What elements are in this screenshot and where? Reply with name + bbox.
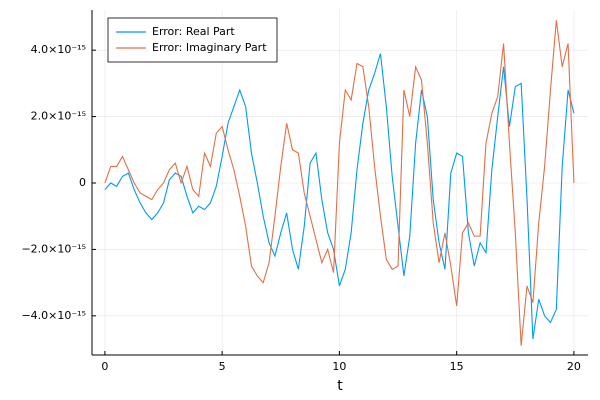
y-tick-label: 4.0×10⁻¹⁵: [31, 43, 86, 56]
x-tick-label: 15: [450, 360, 464, 373]
x-axis-label: t: [337, 378, 343, 394]
legend-label: Error: Imaginary Part: [152, 41, 267, 54]
y-tick-label: −2.0×10⁻¹⁵: [21, 242, 86, 255]
x-tick-label: 20: [567, 360, 581, 373]
x-tick-label: 0: [101, 360, 108, 373]
series-line: [104, 53, 575, 340]
y-tick-label: −4.0×10⁻¹⁵: [21, 309, 86, 322]
legend-label: Error: Real Part: [152, 25, 235, 38]
y-tick-label: 0: [79, 176, 86, 189]
series-line: [104, 20, 575, 346]
y-tick-label: 2.0×10⁻¹⁵: [31, 110, 86, 123]
x-tick-label: 10: [332, 360, 346, 373]
legend: Error: Real Part Error: Imaginary Part: [107, 17, 278, 63]
x-tick-label: 5: [219, 360, 226, 373]
legend-box: [107, 17, 278, 63]
